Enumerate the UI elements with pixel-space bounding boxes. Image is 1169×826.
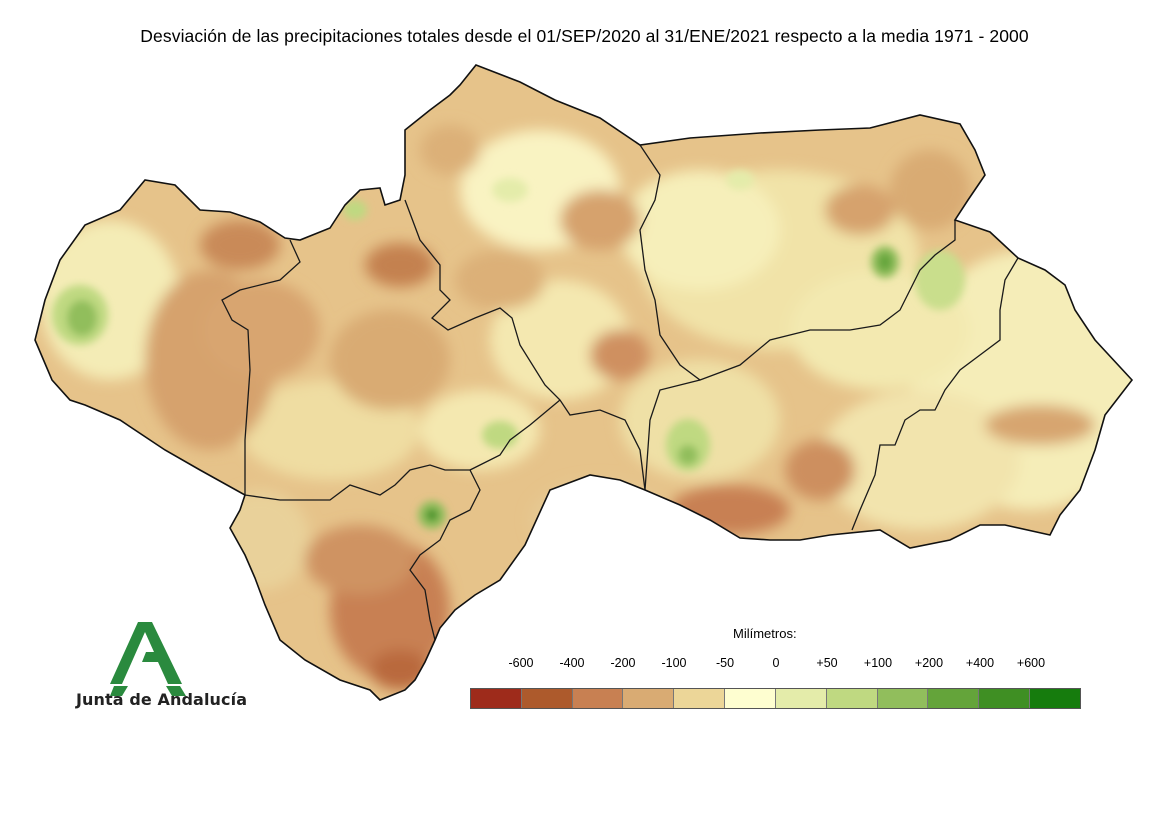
legend-label: +200 xyxy=(914,656,944,670)
logo-text: Junta de Andalucía xyxy=(76,690,248,709)
legend-label: -600 xyxy=(508,656,534,670)
legend-swatch xyxy=(826,689,878,708)
legend-labels: -600 -400 -200 -100 -50 0 +50 +100 +200 … xyxy=(470,656,1082,672)
legend-swatch xyxy=(1030,689,1080,708)
legend-swatch xyxy=(521,689,573,708)
legend-label: +50 xyxy=(816,656,838,670)
map-title: Desviación de las precipitaciones totale… xyxy=(140,26,1029,46)
legend-label: +400 xyxy=(965,656,995,670)
legend-label: -200 xyxy=(610,656,636,670)
legend-title: Milímetros: xyxy=(733,626,797,641)
legend-swatch xyxy=(775,689,827,708)
legend-label: +600 xyxy=(1016,656,1046,670)
legend-label: 0 xyxy=(772,656,780,670)
legend-label: -400 xyxy=(559,656,585,670)
legend-swatch xyxy=(725,689,776,708)
legend-label: -100 xyxy=(661,656,687,670)
legend-swatch xyxy=(877,689,929,708)
legend-swatch xyxy=(674,689,726,708)
legend-label: -50 xyxy=(715,656,735,670)
legend-label: +100 xyxy=(863,656,893,670)
province-borders xyxy=(221,144,1019,641)
legend-swatch xyxy=(928,689,980,708)
legend-swatch xyxy=(623,689,675,708)
legend-swatch xyxy=(572,689,624,708)
legend-swatch xyxy=(979,689,1031,708)
legend-color-bar xyxy=(470,688,1081,709)
junta-logo-icon xyxy=(110,622,186,696)
legend-swatch xyxy=(471,689,522,708)
